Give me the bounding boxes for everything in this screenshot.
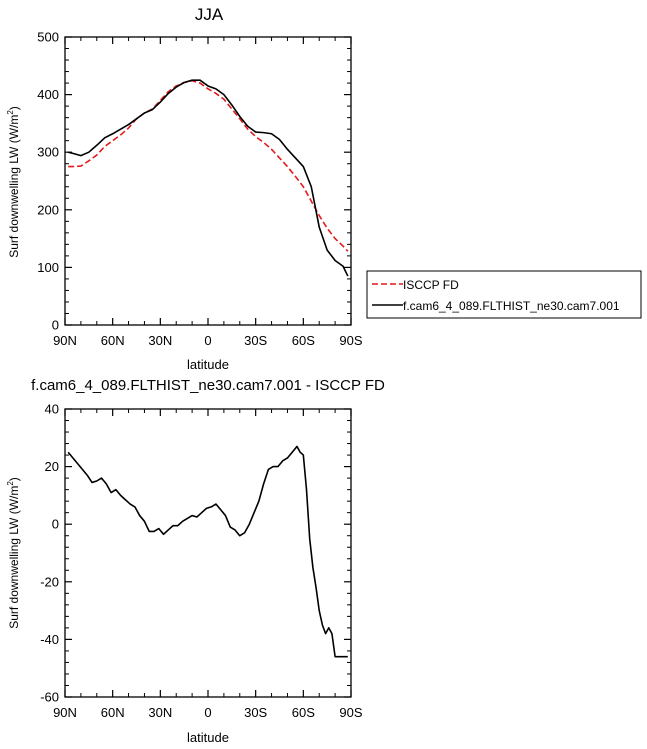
top-y-axis-label: Surf downwelling LW (W/m2) — [6, 106, 21, 258]
y-tick-label: 0 — [52, 318, 59, 333]
top-plot-frame — [64, 36, 352, 326]
y-tick-label: 0 — [52, 517, 59, 532]
x-tick-label: 30N — [148, 705, 172, 720]
top-y-axis: 0 100 200 300 400 500 — [37, 30, 351, 333]
x-tick-label: 30S — [244, 705, 267, 720]
series-line-isccp-fd — [68, 79, 349, 252]
y-tick-label: -40 — [40, 632, 59, 647]
x-tick-label: 30N — [148, 333, 172, 348]
top-x-axis: 90N 60N 30N 0 30S 60S 90S — [53, 37, 363, 348]
bottom-x-axis-label: latitude — [187, 730, 229, 745]
x-tick-label: 0 — [204, 705, 211, 720]
top-chart-title: JJA — [195, 5, 224, 24]
y-tick-label: 300 — [37, 145, 59, 160]
y-tick-label: 200 — [37, 202, 59, 217]
x-tick-label: 90N — [53, 333, 77, 348]
y-tick-label: 20 — [45, 459, 59, 474]
series-line-model — [67, 79, 349, 277]
y-tick-label: 500 — [37, 30, 59, 45]
bottom-plot-area: 90N 60N 30N 0 30S 60S 90S -60 -40 -20 0 20 40 — [40, 402, 363, 721]
x-tick-label: 90S — [339, 705, 362, 720]
top-x-axis-label: latitude — [187, 357, 229, 372]
legend-label-isccp: ISCCP FD — [403, 278, 459, 292]
x-tick-label: 90S — [339, 333, 362, 348]
series-line-difference — [67, 445, 348, 658]
x-tick-label: 60S — [292, 333, 315, 348]
bottom-panel: f.cam6_4_089.FLTHIST_ne30.cam7.001 - ISC… — [6, 377, 385, 745]
bottom-x-axis: 90N 60N 30N 0 30S 60S 90S — [53, 409, 363, 720]
legend-box — [366, 270, 642, 319]
bottom-plot-frame — [64, 408, 352, 698]
legend-label-model: f.cam6_4_089.FLTHIST_ne30.cam7.001 — [403, 299, 620, 313]
x-tick-label: 60N — [101, 705, 125, 720]
top-series-lines — [67, 79, 349, 277]
bottom-chart-title: f.cam6_4_089.FLTHIST_ne30.cam7.001 - ISC… — [31, 377, 385, 394]
top-plot-area: 90N 60N 30N 0 30S 60S 90S 0 100 200 300 400 500 — [37, 30, 363, 349]
x-tick-label: 60S — [292, 705, 315, 720]
bottom-series-lines — [67, 445, 348, 658]
top-panel: JJA 90N 60N 30N 0 30S 60S 90S 0 100 200 300 400 500… — [6, 5, 642, 372]
y-tick-label: 100 — [37, 260, 59, 275]
y-tick-label: 400 — [37, 87, 59, 102]
y-tick-label: -20 — [40, 574, 59, 589]
x-tick-label: 30S — [244, 333, 267, 348]
bottom-y-axis-label: Surf downwelling LW (W/m2) — [6, 477, 21, 629]
y-tick-label: 40 — [45, 402, 59, 417]
y-tick-label: -60 — [40, 690, 59, 705]
x-tick-label: 0 — [204, 333, 211, 348]
x-tick-label: 60N — [101, 333, 125, 348]
x-tick-label: 90N — [53, 705, 77, 720]
bottom-y-axis: -60 -40 -20 0 20 40 — [40, 402, 351, 705]
top-legend: ISCCP FD f.cam6_4_089.FLTHIST_ne30.cam7.… — [366, 270, 642, 319]
